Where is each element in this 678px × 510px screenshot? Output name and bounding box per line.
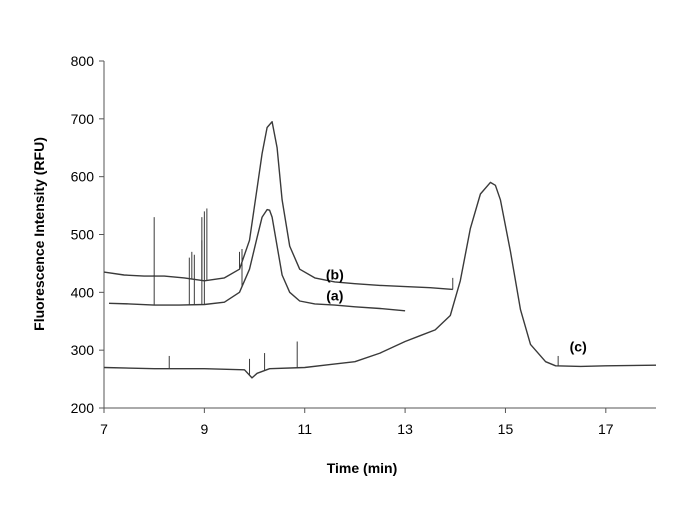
series-line-0 [108,208,406,312]
y-tick-label: 700 [71,111,95,127]
x-tick-label: 11 [297,421,312,437]
y-tick-label: 600 [71,169,95,185]
series-label: (a) [326,287,343,303]
series-line-2 [103,181,657,379]
x-tick-label: 15 [498,421,514,437]
x-tick-label: 17 [598,421,614,437]
axes [103,61,656,409]
y-tick-label: 300 [71,342,95,358]
series-label: (c) [570,338,587,354]
series-line-1 [103,120,453,291]
x-axis-title: Time (min) [327,460,398,476]
x-ticks: 7 9 11 13 15 17 [100,408,614,437]
x-tick-label: 13 [397,421,413,437]
y-tick-label: 200 [71,400,95,416]
y-ticks: 200 300 400 500 600 700 800 [71,53,104,416]
y-tick-label: 800 [71,53,95,69]
series-group: (a) (b) (c) [103,120,657,379]
series-label: (b) [326,267,344,283]
y-tick-label: 400 [71,284,95,300]
x-tick-label: 7 [100,421,108,437]
y-tick-label: 500 [71,227,95,243]
y-axis-title: Fluorescence Intensity (RFU) [31,137,47,331]
x-tick-label: 9 [200,421,208,437]
